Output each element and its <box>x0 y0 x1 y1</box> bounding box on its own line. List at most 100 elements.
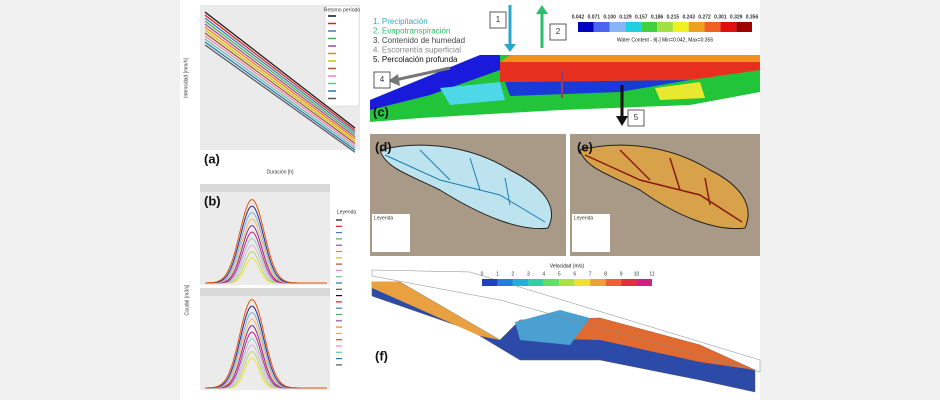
map-legend <box>372 214 410 252</box>
arrow-head <box>388 74 400 86</box>
colorbar-tick-label: 0.186 <box>651 14 664 20</box>
model-surface <box>515 310 590 345</box>
series-line <box>204 23 356 138</box>
colorbar-tick-label: 10 <box>634 271 640 277</box>
panel-f: Velocidad (m/s) (f) <box>371 263 761 393</box>
panel-e: Leyenda (e) <box>570 134 760 256</box>
colorbar-tick-label: 1 <box>496 271 499 277</box>
strip <box>200 288 330 296</box>
series-line <box>204 44 356 153</box>
colorbar-segment <box>641 22 658 32</box>
soil-layer <box>655 82 705 100</box>
series-line <box>204 11 356 129</box>
stream <box>384 149 546 223</box>
colorbar-tick-label: 2 <box>512 271 515 277</box>
colorbar-segment <box>605 279 622 286</box>
y-axis-label: Caudal [m3/s] <box>184 284 190 315</box>
basin <box>579 144 749 230</box>
legend-title: Retorno período <box>324 7 360 13</box>
strip <box>200 184 330 192</box>
colorbar-tick-label: 0.215 <box>667 14 680 20</box>
panel-label: (e) <box>577 139 593 154</box>
colorbar-segment <box>621 279 637 286</box>
process-label: 5. Percolación profunda <box>373 55 458 64</box>
colorbar-segment <box>512 279 529 286</box>
colorbar-tick-label: 11 <box>649 271 654 277</box>
colorbar-tick-label: 5 <box>558 271 561 277</box>
arrow <box>394 66 451 82</box>
colorbar-tick-label: 7 <box>589 271 592 277</box>
panel-label: (b) <box>204 193 221 208</box>
colorbar-segment <box>657 22 673 32</box>
colorbar-tick-label: 0.100 <box>603 14 616 20</box>
colorbar-segment <box>590 279 606 286</box>
x-axis-label: Duración [h] <box>267 169 295 175</box>
legend-box <box>324 5 360 107</box>
colorbar-tick-label: 4 <box>542 271 545 277</box>
model-surface <box>372 282 500 340</box>
series-line <box>205 299 327 389</box>
colorbar-segment <box>482 279 498 286</box>
panel-label: (c) <box>373 104 389 119</box>
colorbar-segment <box>578 22 594 32</box>
colorbar-tick-label: 0.157 <box>635 14 648 20</box>
panel-label: (a) <box>204 151 220 166</box>
soil-layer <box>500 62 760 82</box>
colorbar-segment <box>593 22 610 32</box>
series-line <box>204 35 356 147</box>
panel-label: (f) <box>375 348 388 363</box>
legend-title: Leyenda <box>574 215 593 221</box>
colorbar-tick-label: 0.329 <box>730 14 743 20</box>
colorbar-tick-label: 6 <box>573 271 576 277</box>
box-label: 1 <box>496 15 501 24</box>
series-line <box>204 14 356 131</box>
colorbar-segment <box>574 279 591 286</box>
series-line <box>204 20 356 136</box>
series-line <box>204 17 356 133</box>
panel-c: 1 2 4 5 (c) Water Content - θ[-] Min=0.0… <box>370 5 760 127</box>
label-box <box>549 23 567 41</box>
box-label: 4 <box>380 75 385 84</box>
soil-layer <box>370 55 500 110</box>
series-line <box>204 199 327 284</box>
soil-layer <box>500 55 760 62</box>
series-line <box>204 26 356 140</box>
colorbar-tick-label: 0.071 <box>588 14 601 20</box>
process-label: 1. Precipitación <box>373 17 428 26</box>
series-line <box>204 38 356 149</box>
colorbar-segment <box>688 22 705 32</box>
arrow-head <box>504 44 516 52</box>
colorbar-title: Velocidad (m/s) <box>550 263 585 269</box>
colorbar-segment <box>720 22 737 32</box>
legend-title: Leyenda <box>374 215 393 221</box>
colorbar-segment <box>559 279 575 286</box>
colorbar-tick-label: 3 <box>527 271 530 277</box>
map-legend <box>572 214 610 252</box>
colorbar-tick-label: 0.356 <box>746 14 759 20</box>
model-outline <box>371 269 761 373</box>
series-line <box>204 32 356 144</box>
soil-layer <box>505 80 690 96</box>
colorbar-tick-label: 0.129 <box>619 14 632 20</box>
legend-title: Leyenda <box>337 209 356 215</box>
box-label: 5 <box>634 113 639 122</box>
process-label: 3. Contenido de humedad <box>373 36 465 45</box>
series-line <box>204 41 356 151</box>
colorbar-segment <box>497 279 513 286</box>
arrow-head <box>616 116 628 126</box>
arrow-head <box>536 5 548 14</box>
colorbar-segment <box>636 279 652 286</box>
label-box <box>627 109 645 127</box>
y-axis-label: Intensidad [mm/h] <box>183 58 189 98</box>
colorbar-tick-label: 0.301 <box>714 14 727 20</box>
colorbar-tick-label: 9 <box>620 271 623 277</box>
colorbar-segment <box>625 22 642 32</box>
colorbar-caption: Water Content - θ[-] Min=0.042, Max=0.35… <box>617 37 713 43</box>
colorbar-tick-label: 0.243 <box>682 14 695 20</box>
stream <box>584 149 743 223</box>
panel-label: (d) <box>375 139 392 154</box>
colorbar-tick-label: 0 <box>481 271 484 277</box>
box-label: 2 <box>556 27 561 36</box>
colorbar-segment <box>672 22 689 32</box>
